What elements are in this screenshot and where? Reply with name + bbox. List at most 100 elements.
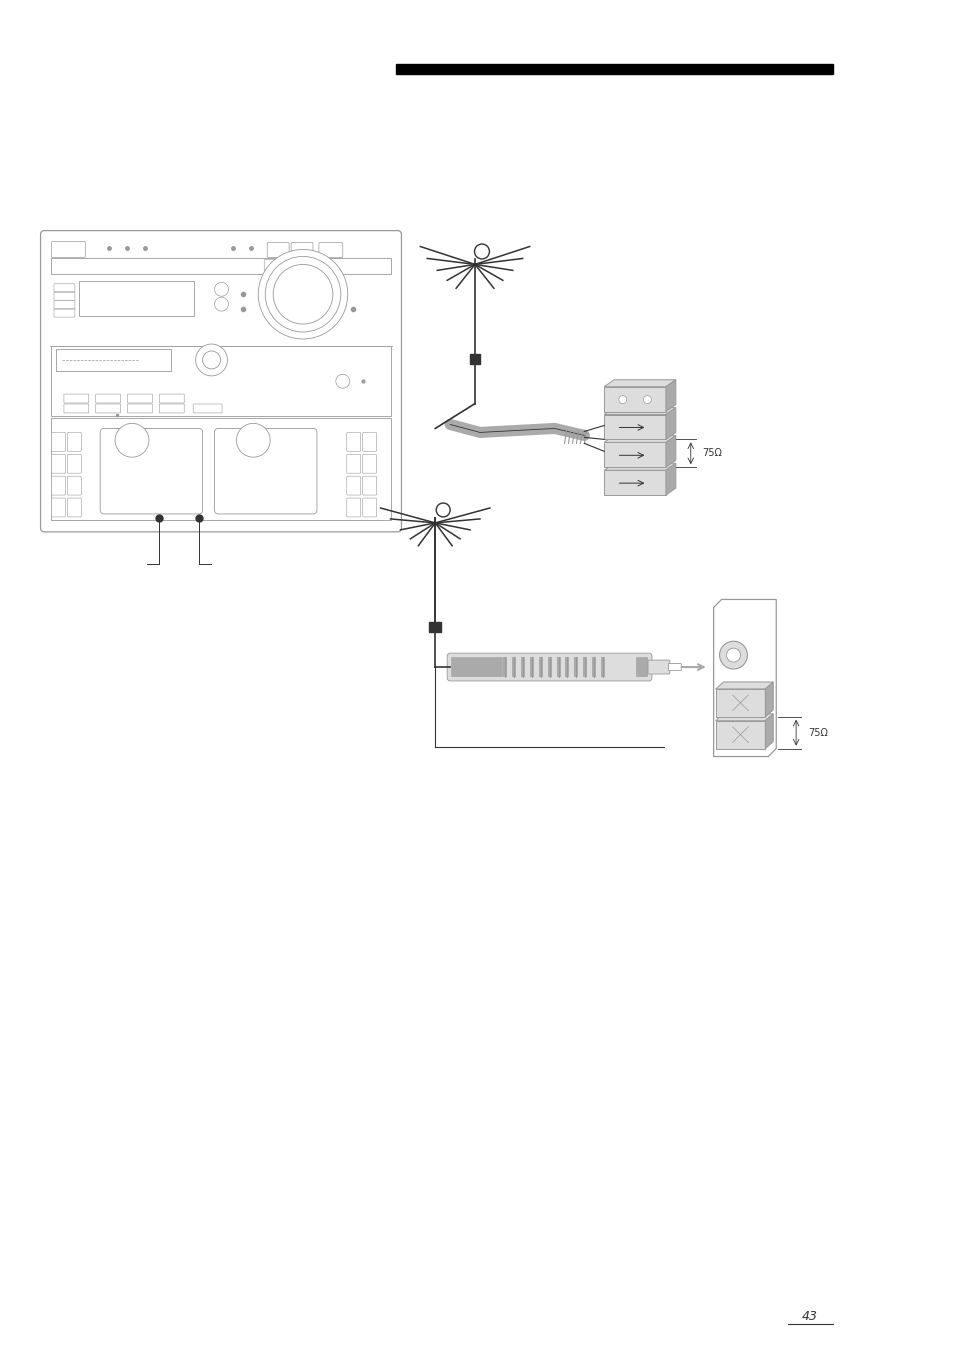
Polygon shape	[764, 714, 773, 749]
Bar	[79, 281, 193, 316]
Circle shape	[335, 375, 350, 388]
Polygon shape	[665, 380, 675, 411]
FancyBboxPatch shape	[51, 476, 66, 495]
FancyBboxPatch shape	[51, 454, 66, 473]
FancyBboxPatch shape	[68, 433, 81, 452]
Bar	[603, 387, 665, 411]
Circle shape	[236, 423, 270, 457]
FancyBboxPatch shape	[95, 393, 120, 403]
FancyBboxPatch shape	[264, 260, 284, 273]
FancyBboxPatch shape	[346, 476, 360, 495]
FancyBboxPatch shape	[267, 242, 289, 257]
FancyBboxPatch shape	[362, 476, 376, 495]
FancyBboxPatch shape	[64, 393, 89, 403]
Bar	[51, 418, 390, 521]
FancyBboxPatch shape	[51, 498, 66, 516]
Circle shape	[726, 648, 740, 662]
Text: 75Ω: 75Ω	[702, 449, 721, 458]
Polygon shape	[715, 714, 773, 721]
Bar	[395, 65, 832, 74]
Bar	[556, 657, 560, 677]
Bar	[547, 657, 551, 677]
FancyBboxPatch shape	[68, 498, 81, 516]
Polygon shape	[603, 407, 675, 415]
FancyBboxPatch shape	[41, 231, 401, 531]
Circle shape	[265, 257, 340, 333]
FancyBboxPatch shape	[346, 498, 360, 516]
FancyBboxPatch shape	[159, 404, 184, 412]
Bar	[511, 657, 516, 677]
Polygon shape	[603, 435, 675, 442]
Bar	[583, 657, 587, 677]
FancyBboxPatch shape	[362, 454, 376, 473]
FancyBboxPatch shape	[308, 260, 328, 273]
Bar	[603, 442, 665, 468]
Circle shape	[115, 423, 149, 457]
Polygon shape	[603, 464, 675, 470]
FancyBboxPatch shape	[286, 260, 306, 273]
FancyBboxPatch shape	[647, 660, 669, 675]
Bar	[565, 657, 569, 677]
FancyBboxPatch shape	[68, 454, 81, 473]
FancyBboxPatch shape	[159, 393, 184, 403]
Circle shape	[474, 243, 489, 260]
Bar	[715, 721, 764, 749]
Circle shape	[202, 352, 220, 369]
FancyBboxPatch shape	[668, 664, 680, 671]
FancyBboxPatch shape	[68, 476, 81, 495]
Text: 43: 43	[801, 1310, 817, 1324]
Circle shape	[436, 503, 450, 516]
Bar	[600, 657, 604, 677]
FancyBboxPatch shape	[214, 429, 316, 514]
FancyBboxPatch shape	[51, 242, 85, 257]
Bar	[51, 346, 390, 416]
Polygon shape	[665, 435, 675, 468]
FancyBboxPatch shape	[54, 284, 74, 292]
Bar	[520, 657, 524, 677]
Polygon shape	[665, 464, 675, 495]
Circle shape	[214, 283, 228, 296]
Polygon shape	[713, 599, 776, 757]
Bar	[603, 470, 665, 495]
Bar	[502, 657, 506, 677]
Circle shape	[273, 265, 333, 324]
Circle shape	[258, 250, 348, 339]
Circle shape	[618, 396, 626, 404]
FancyBboxPatch shape	[128, 393, 152, 403]
Bar	[429, 622, 440, 633]
FancyBboxPatch shape	[362, 498, 376, 516]
FancyBboxPatch shape	[362, 433, 376, 452]
Polygon shape	[603, 380, 675, 387]
FancyBboxPatch shape	[54, 292, 74, 300]
Bar	[574, 657, 578, 677]
FancyBboxPatch shape	[95, 404, 120, 412]
Circle shape	[642, 396, 651, 404]
Circle shape	[214, 297, 228, 311]
Bar	[603, 415, 665, 439]
FancyBboxPatch shape	[64, 404, 89, 412]
Polygon shape	[764, 681, 773, 717]
FancyBboxPatch shape	[128, 404, 152, 412]
Circle shape	[195, 343, 227, 376]
FancyBboxPatch shape	[636, 657, 647, 677]
FancyBboxPatch shape	[51, 433, 66, 452]
Bar	[529, 657, 533, 677]
FancyBboxPatch shape	[346, 454, 360, 473]
Bar	[51, 258, 390, 274]
Bar	[592, 657, 596, 677]
FancyBboxPatch shape	[447, 653, 651, 681]
Bar	[715, 690, 764, 717]
FancyBboxPatch shape	[291, 242, 313, 257]
FancyBboxPatch shape	[54, 310, 74, 318]
FancyBboxPatch shape	[100, 429, 202, 514]
Circle shape	[719, 641, 746, 669]
FancyBboxPatch shape	[318, 242, 342, 257]
Text: 75Ω: 75Ω	[807, 727, 827, 738]
FancyBboxPatch shape	[451, 657, 502, 677]
Polygon shape	[665, 407, 675, 439]
Bar	[56, 349, 171, 370]
FancyBboxPatch shape	[346, 433, 360, 452]
Bar	[470, 354, 479, 364]
Bar	[538, 657, 542, 677]
FancyBboxPatch shape	[54, 300, 74, 308]
